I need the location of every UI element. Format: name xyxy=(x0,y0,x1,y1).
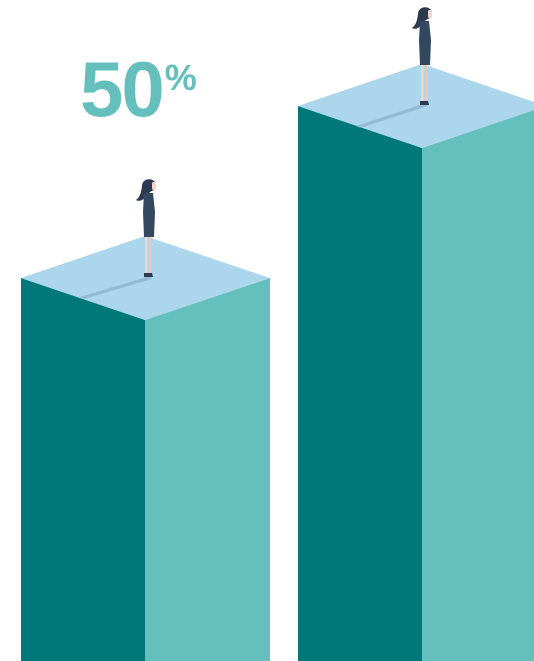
figure-hair xyxy=(412,7,431,29)
taller-column-right-face xyxy=(422,110,534,661)
taller-column xyxy=(298,64,534,661)
headline-percent-sign: % xyxy=(164,57,197,98)
taller-column-top-face xyxy=(298,64,534,148)
taller-column-shadow xyxy=(356,103,428,128)
figure-hair xyxy=(136,179,155,201)
shorter-column-right-face xyxy=(145,278,270,661)
woman-figure-left xyxy=(136,179,156,277)
shorter-column-left-face xyxy=(21,278,145,661)
figure-face xyxy=(428,10,432,18)
figure-leg-back xyxy=(421,65,424,101)
figure-dress xyxy=(419,21,431,65)
taller-column-left-face xyxy=(298,106,422,661)
shorter-column-shadow xyxy=(80,276,152,299)
percentage-headline: 50 % xyxy=(80,50,197,140)
shorter-column xyxy=(21,236,270,661)
figure-dress xyxy=(143,193,155,237)
figure-leg-front xyxy=(149,237,152,273)
headline-number: 50 xyxy=(80,45,165,133)
figure-shoes xyxy=(144,273,153,277)
figure-shoes xyxy=(420,101,429,105)
figure-face xyxy=(152,182,156,190)
figure-leg-front xyxy=(425,65,428,101)
woman-figure-right xyxy=(412,7,432,105)
figure-leg-back xyxy=(145,237,148,273)
